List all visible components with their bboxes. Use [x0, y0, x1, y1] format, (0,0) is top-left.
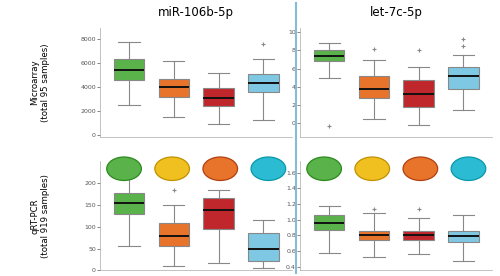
FancyBboxPatch shape — [114, 193, 144, 214]
FancyBboxPatch shape — [314, 51, 344, 61]
Text: qRT-PCR
(total 919 samples): qRT-PCR (total 919 samples) — [30, 174, 50, 258]
FancyBboxPatch shape — [204, 198, 234, 229]
FancyBboxPatch shape — [448, 67, 478, 89]
FancyBboxPatch shape — [404, 79, 434, 107]
FancyBboxPatch shape — [158, 79, 189, 97]
FancyBboxPatch shape — [158, 223, 189, 246]
FancyBboxPatch shape — [114, 59, 144, 80]
FancyBboxPatch shape — [358, 76, 389, 98]
FancyBboxPatch shape — [248, 233, 278, 261]
FancyBboxPatch shape — [404, 231, 434, 240]
FancyBboxPatch shape — [248, 74, 278, 92]
Text: let-7c-5p: let-7c-5p — [370, 6, 422, 19]
FancyBboxPatch shape — [314, 215, 344, 230]
FancyBboxPatch shape — [448, 231, 478, 242]
Text: Microarray
(total 95 samples): Microarray (total 95 samples) — [30, 43, 50, 121]
FancyBboxPatch shape — [358, 231, 389, 240]
Text: miR-106b-5p: miR-106b-5p — [158, 6, 234, 19]
FancyBboxPatch shape — [204, 88, 234, 106]
